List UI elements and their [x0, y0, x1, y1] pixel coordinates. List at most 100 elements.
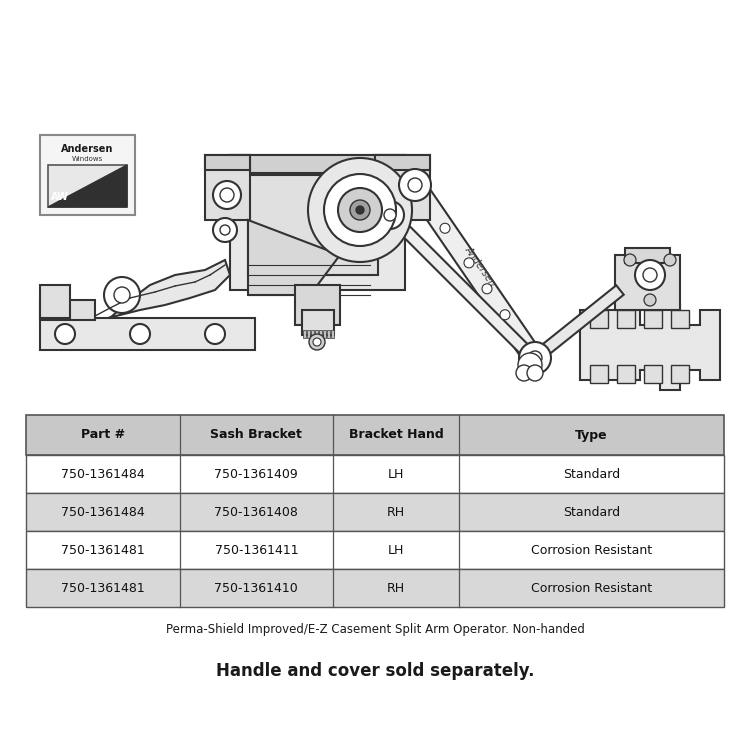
- Text: 750-1361411: 750-1361411: [214, 544, 298, 556]
- Bar: [590, 310, 608, 328]
- Bar: [319, 330, 322, 338]
- Bar: [671, 365, 689, 383]
- Text: Windows. Your Home.: Windows. Your Home.: [58, 202, 117, 208]
- Text: 750-1361484: 750-1361484: [61, 506, 145, 518]
- Text: 750-1361484: 750-1361484: [61, 467, 145, 481]
- Circle shape: [643, 268, 657, 282]
- Circle shape: [338, 188, 382, 232]
- Circle shape: [350, 200, 370, 220]
- Circle shape: [114, 287, 130, 303]
- Bar: [311, 330, 314, 338]
- Circle shape: [527, 365, 543, 381]
- Text: Standard: Standard: [562, 506, 620, 518]
- Bar: [307, 330, 310, 338]
- Text: 750-1361481: 750-1361481: [61, 544, 145, 556]
- Bar: [48, 165, 127, 207]
- Bar: [671, 310, 689, 328]
- Bar: [375, 155, 430, 220]
- Circle shape: [324, 174, 396, 246]
- Bar: [26, 531, 724, 569]
- Bar: [302, 310, 334, 335]
- Circle shape: [308, 158, 412, 262]
- Text: Sash Bracket: Sash Bracket: [211, 428, 302, 442]
- Bar: [590, 365, 608, 383]
- Text: AW: AW: [51, 192, 69, 202]
- Text: RH: RH: [387, 581, 405, 595]
- Polygon shape: [406, 179, 543, 366]
- Circle shape: [500, 310, 510, 320]
- Bar: [205, 155, 250, 170]
- Polygon shape: [108, 260, 230, 318]
- Circle shape: [205, 324, 225, 344]
- Circle shape: [55, 324, 75, 344]
- Bar: [615, 255, 680, 310]
- Bar: [644, 365, 662, 383]
- Bar: [40, 300, 95, 320]
- Bar: [230, 155, 405, 290]
- Text: Corrosion Resistant: Corrosion Resistant: [531, 544, 652, 556]
- Circle shape: [624, 254, 636, 266]
- Bar: [26, 493, 724, 531]
- Circle shape: [482, 284, 492, 294]
- Circle shape: [356, 206, 364, 214]
- Circle shape: [309, 334, 325, 350]
- Polygon shape: [580, 305, 720, 390]
- Polygon shape: [531, 285, 624, 363]
- Text: Part #: Part #: [81, 428, 124, 442]
- Circle shape: [440, 224, 450, 233]
- Text: 750-1361408: 750-1361408: [214, 506, 298, 518]
- Bar: [40, 285, 70, 318]
- Bar: [625, 248, 670, 263]
- Bar: [617, 365, 635, 383]
- Bar: [303, 330, 306, 338]
- Bar: [375, 155, 430, 170]
- Text: Andersen: Andersen: [62, 144, 114, 154]
- Circle shape: [399, 169, 431, 201]
- Bar: [617, 310, 635, 328]
- Bar: [644, 310, 662, 328]
- Circle shape: [213, 181, 241, 209]
- Circle shape: [220, 225, 230, 235]
- Circle shape: [313, 338, 321, 346]
- Text: 750-1361409: 750-1361409: [214, 467, 298, 481]
- Bar: [248, 175, 378, 275]
- Text: Corrosion Resistant: Corrosion Resistant: [531, 581, 652, 595]
- Text: 750-1361481: 750-1361481: [61, 581, 145, 595]
- Circle shape: [635, 260, 665, 290]
- Bar: [26, 455, 724, 493]
- Bar: [230, 155, 405, 173]
- Circle shape: [516, 365, 532, 381]
- Circle shape: [376, 201, 404, 229]
- Circle shape: [213, 218, 237, 242]
- Circle shape: [528, 351, 542, 365]
- Circle shape: [519, 342, 551, 374]
- Circle shape: [664, 254, 676, 266]
- Bar: [323, 330, 326, 338]
- Bar: [26, 415, 724, 455]
- Text: Andersen: Andersen: [463, 244, 497, 288]
- Text: Bracket Hand: Bracket Hand: [349, 428, 443, 442]
- Text: Perma-Shield Improved/E-Z Casement Split Arm Operator. Non-handed: Perma-Shield Improved/E-Z Casement Split…: [166, 622, 584, 635]
- Circle shape: [644, 294, 656, 306]
- Text: LH: LH: [388, 467, 404, 481]
- Bar: [40, 135, 135, 215]
- Text: Windows: Windows: [72, 156, 103, 162]
- Text: Type: Type: [575, 428, 608, 442]
- Bar: [315, 330, 318, 338]
- Circle shape: [518, 353, 542, 377]
- Bar: [40, 318, 255, 350]
- Bar: [26, 569, 724, 607]
- Circle shape: [130, 324, 150, 344]
- Circle shape: [220, 188, 234, 202]
- Text: RH: RH: [387, 506, 405, 518]
- Polygon shape: [386, 211, 539, 364]
- Polygon shape: [48, 165, 127, 207]
- Bar: [295, 285, 340, 325]
- Bar: [205, 155, 250, 220]
- Bar: [331, 330, 334, 338]
- Text: Standard: Standard: [562, 467, 620, 481]
- Circle shape: [464, 258, 474, 268]
- Bar: [327, 330, 330, 338]
- Text: 750-1361410: 750-1361410: [214, 581, 298, 595]
- Polygon shape: [248, 220, 340, 295]
